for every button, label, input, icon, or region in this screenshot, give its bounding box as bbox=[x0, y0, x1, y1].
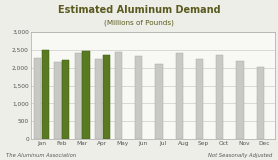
Text: Estimated Aluminum Demand: Estimated Aluminum Demand bbox=[58, 5, 220, 15]
Text: (Millions of Pounds): (Millions of Pounds) bbox=[104, 19, 174, 26]
Bar bbox=[115, 52, 122, 139]
Legend: 2017, 2018: 2017, 2018 bbox=[228, 0, 275, 1]
Text: The Aluminum Association: The Aluminum Association bbox=[6, 153, 76, 158]
Bar bbox=[75, 53, 82, 139]
Bar bbox=[62, 60, 70, 139]
Bar bbox=[54, 62, 62, 139]
Bar bbox=[196, 59, 203, 139]
Bar bbox=[176, 53, 183, 139]
Bar bbox=[42, 50, 49, 139]
Bar bbox=[95, 59, 102, 139]
Text: Not Seasonally Adjusted: Not Seasonally Adjusted bbox=[208, 153, 272, 158]
Bar bbox=[135, 56, 143, 139]
Bar bbox=[103, 55, 110, 139]
Bar bbox=[216, 55, 223, 139]
Bar bbox=[236, 61, 244, 139]
Bar bbox=[257, 67, 264, 139]
Bar bbox=[34, 58, 41, 139]
Bar bbox=[155, 64, 163, 139]
Bar bbox=[83, 51, 90, 139]
